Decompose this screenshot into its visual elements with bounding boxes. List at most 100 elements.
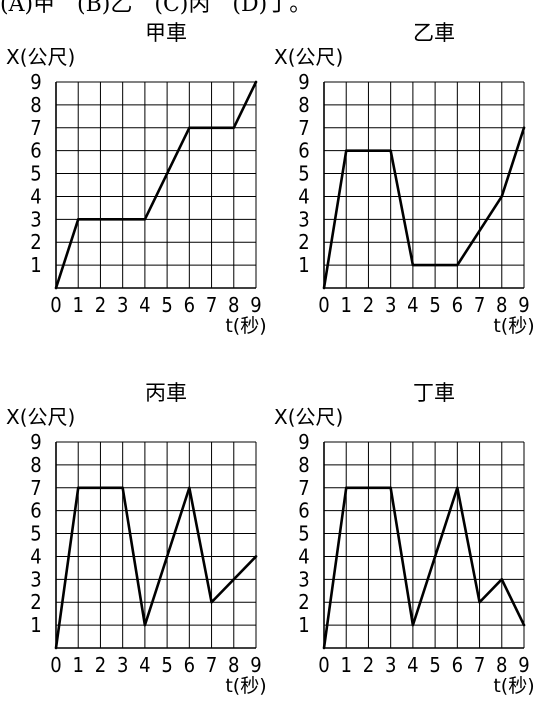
x-tick-label: 3 — [117, 293, 128, 317]
data-point — [500, 578, 503, 581]
x-tick-label: 8 — [228, 293, 239, 317]
x-tick-label: 6 — [184, 653, 195, 677]
x-tick-label: 1 — [72, 653, 83, 677]
x-tick-label: 6 — [452, 293, 463, 317]
chart-panel-yi: 乙車 X(公尺) 1 2 3 4 5 6 7 8 9 0 1 2 3 4 5 6 7 8 9 t(秒) — [272, 18, 535, 358]
y-tick-label: 3 — [30, 567, 41, 591]
y-tick-label: 8 — [298, 453, 309, 477]
x-tick-label: 1 — [72, 293, 83, 317]
data-point — [54, 286, 58, 290]
y-tick-label: 9 — [30, 430, 41, 454]
x-tick-label: 4 — [139, 653, 150, 677]
y-tick-label: 9 — [298, 70, 309, 94]
data-point — [254, 555, 258, 558]
y-tick-label: 2 — [298, 230, 309, 254]
y-tick-label: 4 — [30, 184, 41, 208]
x-tick-label: 2 — [363, 653, 374, 677]
y-tick-label: 5 — [298, 162, 309, 186]
x-tick-label: 0 — [318, 293, 329, 317]
series-line-jia — [54, 80, 258, 290]
x-tick-label: 0 — [50, 293, 61, 317]
x-tick-label: 2 — [95, 653, 106, 677]
series-line-bing — [54, 486, 258, 650]
data-point — [254, 80, 258, 84]
chart-title: 丁車 — [413, 381, 455, 405]
x-tick-label: 5 — [429, 653, 440, 677]
y-axis-label: X(公尺) — [6, 45, 75, 69]
x-tick-label: 3 — [385, 293, 396, 317]
y-tick-label: 9 — [30, 70, 41, 94]
y-tick-label: 4 — [298, 184, 309, 208]
chart-title: 乙車 — [413, 21, 455, 45]
y-tick-label: 2 — [30, 230, 41, 254]
y-tick-label: 5 — [298, 522, 309, 546]
x-axis-label: t(秒) — [225, 675, 266, 697]
data-point — [411, 623, 415, 627]
x-tick-label: 3 — [385, 653, 396, 677]
y-tick-label: 7 — [298, 116, 309, 140]
x-tick-label: 5 — [161, 293, 172, 317]
y-axis-label: X(公尺) — [6, 405, 75, 429]
x-tick-label: 7 — [474, 653, 485, 677]
data-point — [389, 486, 392, 489]
data-point — [210, 601, 213, 604]
y-tick-label: 5 — [30, 162, 41, 186]
x-tick-label: 5 — [161, 653, 172, 677]
y-axis-label: X(公尺) — [274, 45, 343, 69]
y-tick-label: 5 — [30, 522, 41, 546]
y-tick-label: 4 — [298, 544, 309, 568]
chart-panel-bing: 丙車 X(公尺) 1 2 3 4 5 6 7 8 9 0 1 2 3 4 5 6 7 8 9 t(秒) — [4, 378, 267, 718]
chart-title: 甲車 — [145, 21, 187, 45]
x-tick-label: 9 — [518, 653, 529, 677]
y-tick-label: 8 — [30, 93, 41, 117]
x-axis-label: t(秒) — [493, 675, 534, 697]
x-tick-label: 7 — [474, 293, 485, 317]
data-point — [188, 486, 191, 489]
y-tick-label: 9 — [298, 430, 309, 454]
y-tick-label: 7 — [30, 116, 41, 140]
x-tick-label: 9 — [518, 293, 529, 317]
y-tick-label: 7 — [298, 476, 309, 500]
x-tick-label: 8 — [496, 653, 507, 677]
x-tick-label: 8 — [496, 293, 507, 317]
x-axis-label: t(秒) — [493, 315, 534, 337]
y-tick-label: 6 — [30, 139, 41, 163]
data-point — [345, 149, 348, 152]
data-point — [322, 646, 326, 650]
data-point — [77, 218, 80, 221]
data-point — [121, 486, 124, 489]
data-point — [478, 601, 481, 604]
y-tick-label: 3 — [30, 207, 41, 231]
data-point — [522, 623, 526, 627]
y-tick-label: 1 — [298, 613, 309, 637]
y-tick-label: 6 — [298, 139, 309, 163]
x-tick-label: 3 — [117, 653, 128, 677]
chart-title: 丙車 — [145, 381, 187, 405]
y-tick-label: 7 — [30, 476, 41, 500]
y-tick-label: 3 — [298, 567, 309, 591]
chart-panel-jia: 甲車 X(公尺) 1 2 3 4 5 6 7 8 9 0 1 2 3 4 5 6 7 8 9 t(秒) — [4, 18, 267, 358]
y-tick-label: 8 — [298, 93, 309, 117]
y-tick-label: 2 — [298, 590, 309, 614]
y-tick-label: 6 — [298, 499, 309, 523]
x-tick-label: 6 — [452, 653, 463, 677]
x-tick-label: 4 — [139, 293, 150, 317]
data-point — [345, 486, 348, 489]
data-point — [411, 263, 415, 267]
x-tick-label: 7 — [206, 293, 217, 317]
data-point — [456, 263, 459, 267]
x-tick-label: 6 — [184, 293, 195, 317]
x-tick-label: 4 — [407, 293, 418, 317]
x-tick-label: 0 — [318, 653, 329, 677]
y-tick-label: 2 — [30, 590, 41, 614]
y-tick-label: 4 — [30, 544, 41, 568]
y-axis-label: X(公尺) — [274, 405, 343, 429]
x-tick-label: 9 — [250, 293, 261, 317]
series-line-ding — [322, 486, 526, 650]
y-tick-label: 8 — [30, 453, 41, 477]
x-tick-label: 1 — [340, 653, 351, 677]
